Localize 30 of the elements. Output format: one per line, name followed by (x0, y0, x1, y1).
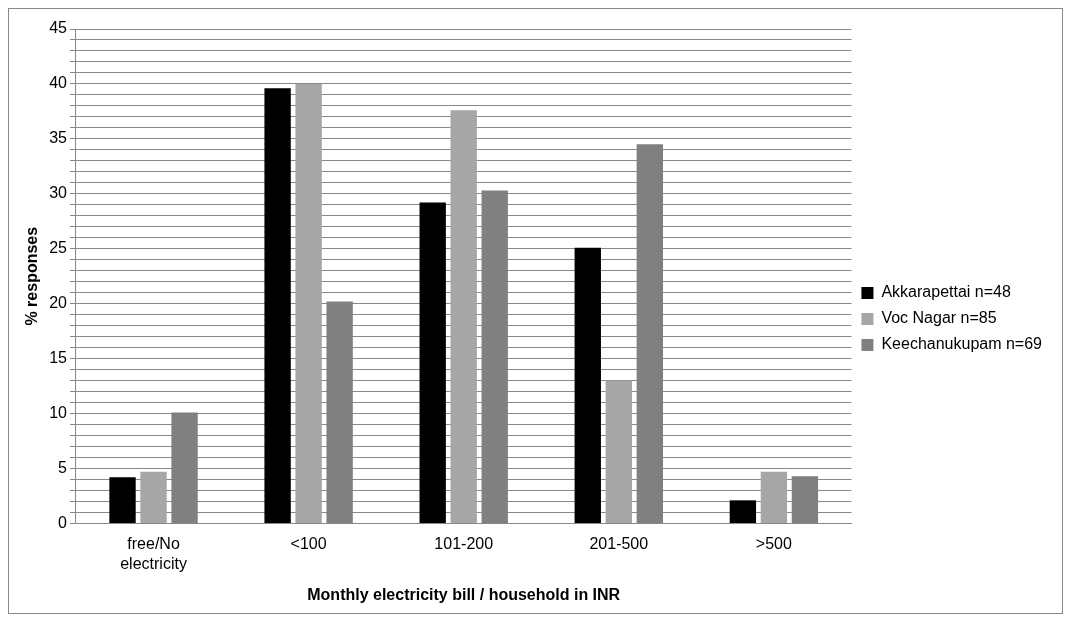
bar (729, 500, 757, 523)
bar (295, 83, 322, 523)
bar (419, 202, 446, 523)
x-axis-title: Monthly electricity bill / household in INR (307, 585, 621, 603)
y-tick-label: 15 (49, 349, 68, 367)
y-axis-title: % responses (23, 226, 41, 326)
y-tick-label: 25 (49, 239, 68, 257)
y-tick-label: 10 (49, 403, 68, 421)
x-tick-label: free/No electricity (120, 535, 187, 572)
y-tick-label: 40 (49, 74, 68, 92)
bar (140, 471, 167, 523)
x-tick-label: 101-200 (434, 535, 494, 553)
bar (450, 110, 477, 523)
legend-label: Voc Nagar n=85 (881, 309, 997, 327)
bar (574, 247, 601, 523)
bar (109, 477, 136, 523)
bar (760, 471, 788, 523)
x-tick-label: 201-500 (589, 535, 649, 553)
legend-label: Akkarapettai n=48 (881, 283, 1011, 301)
y-tick-label: 35 (49, 129, 68, 147)
y-tick-label: 5 (58, 458, 68, 476)
legend-label: Keechanukupam n=69 (881, 335, 1043, 353)
bar (264, 88, 291, 523)
bar (605, 380, 632, 523)
y-tick-label: 30 (49, 184, 68, 202)
y-tick-label: 0 (58, 513, 68, 531)
y-tick-label: 45 (49, 19, 68, 37)
x-tick-label: >500 (755, 535, 792, 553)
x-tick-label: <100 (290, 535, 327, 553)
y-tick-label: 20 (49, 294, 68, 312)
